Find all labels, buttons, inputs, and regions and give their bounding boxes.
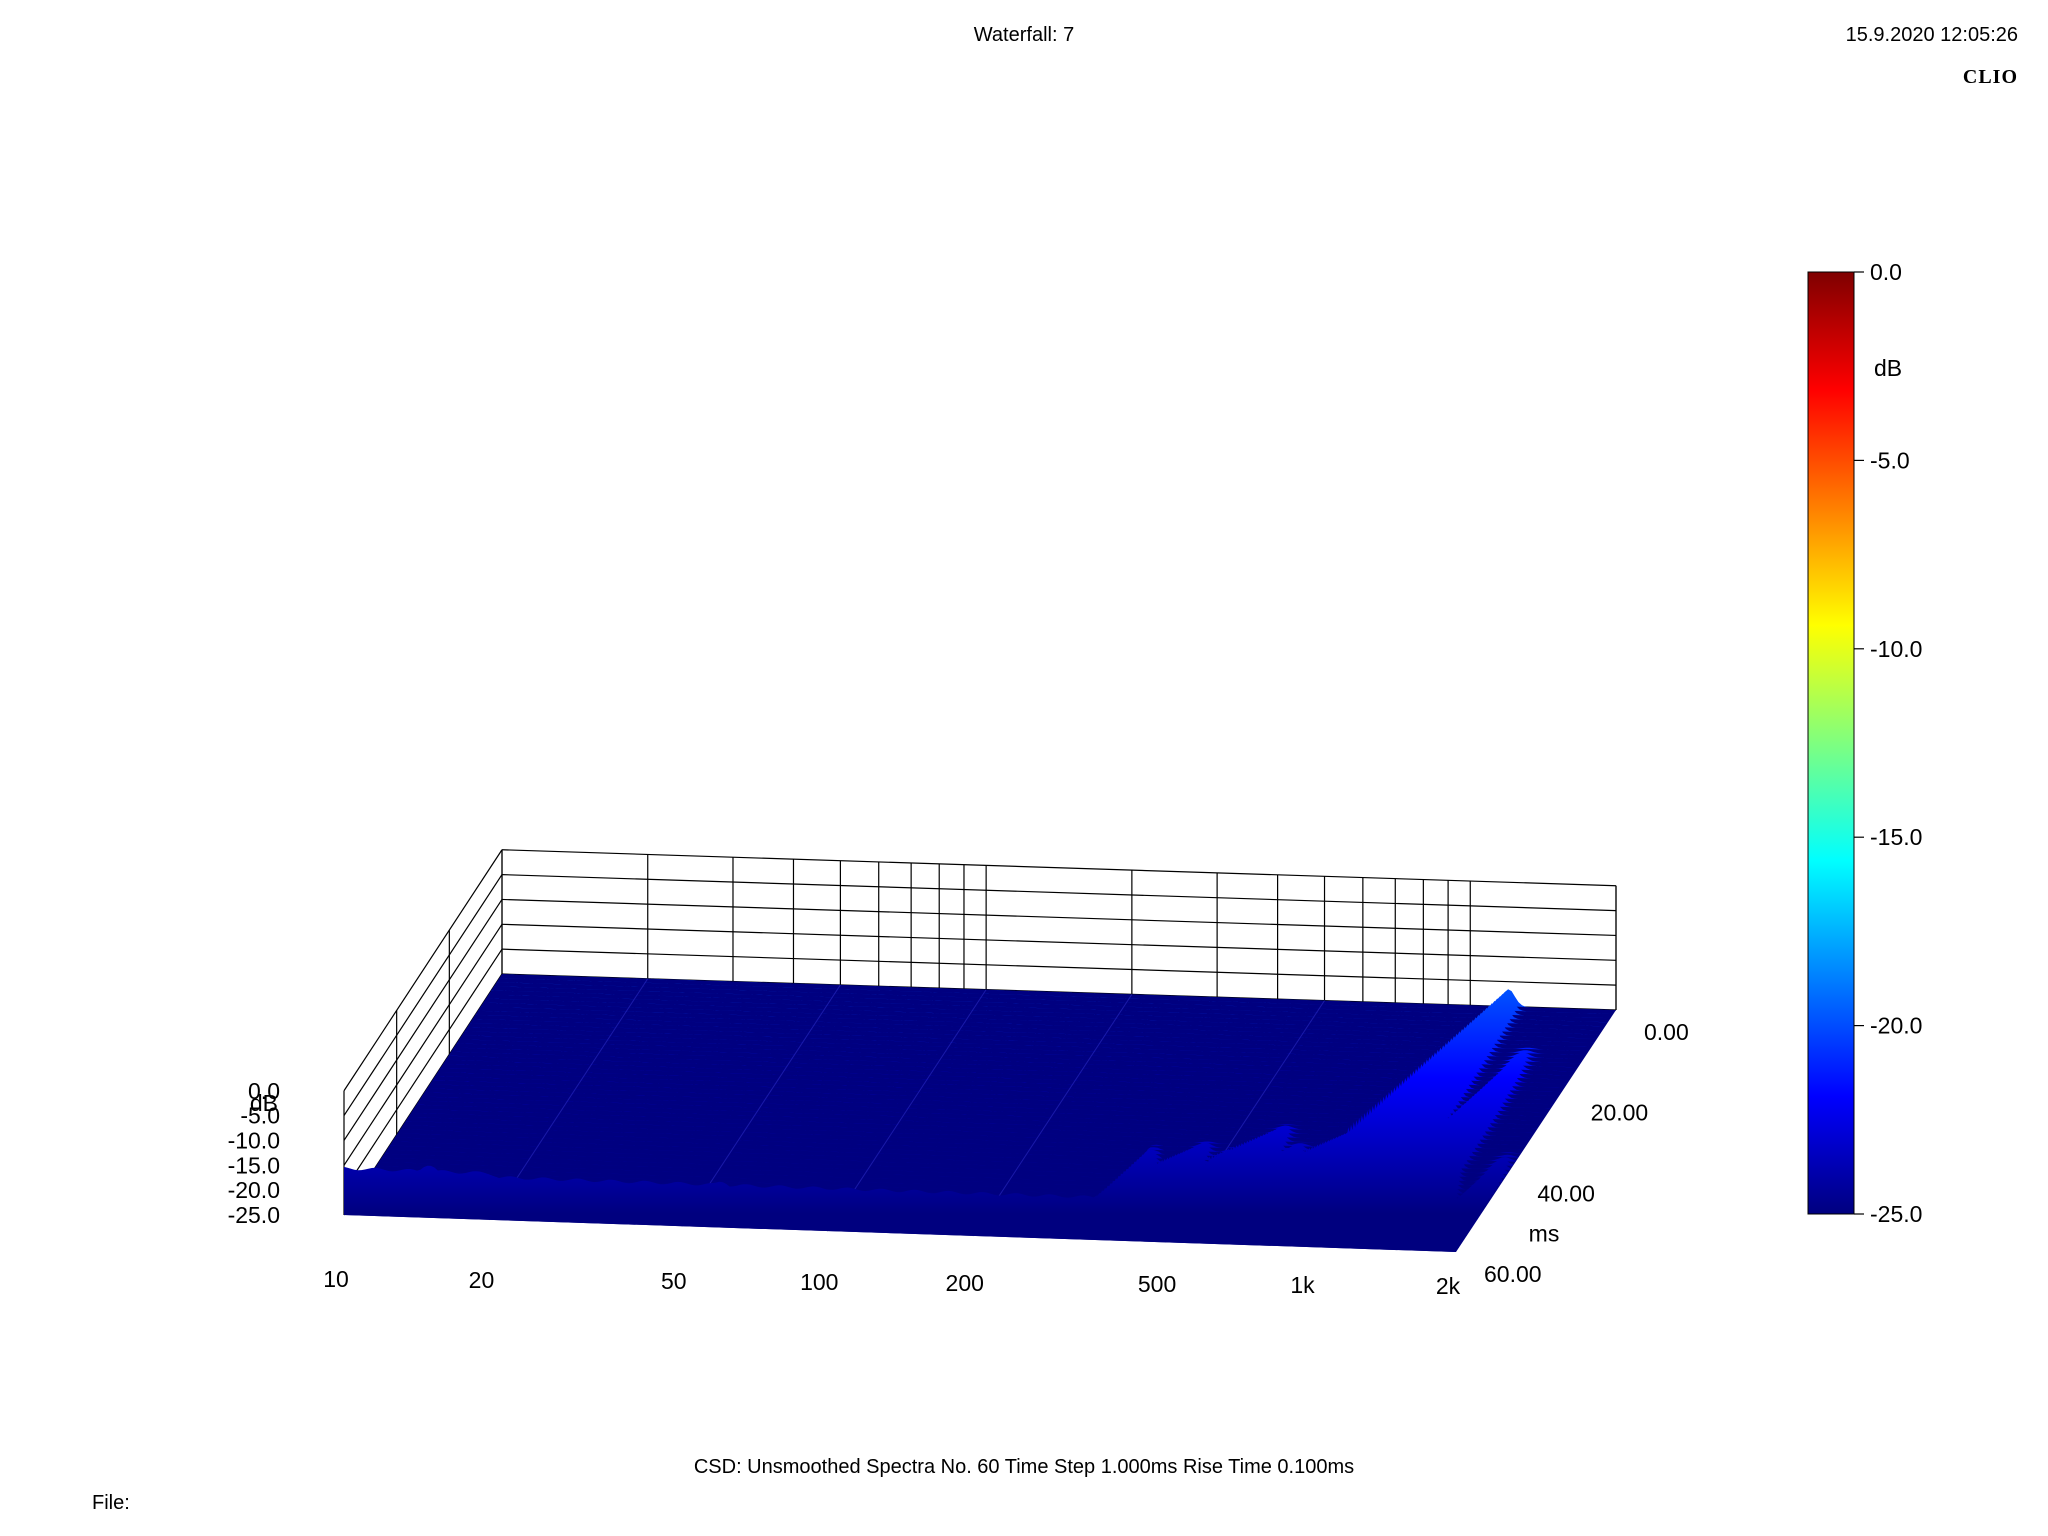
x-tick-label: 2k — [1436, 1273, 1461, 1299]
z-tick-label: -25.0 — [228, 1202, 280, 1228]
measurement-settings: CSD: Unsmoothed Spectra No. 60 Time Step… — [693, 1456, 1355, 1478]
back-wall-db-line — [501, 898, 1617, 937]
colorbar-tick-label: -15.0 — [1870, 824, 1922, 850]
colorbar: 0.0 -5.0 -10.0 -15.0 -20.0 -25.0 dB — [1807, 259, 1922, 1227]
colorbar-tick-label: -5.0 — [1870, 447, 1910, 473]
colorbar-unit: dB — [1874, 355, 1902, 381]
spectrum-slice — [485, 998, 1600, 1035]
back-wall-db-line — [501, 874, 1617, 912]
back-wall-db-line — [501, 948, 1617, 986]
time-tick-label: 40.00 — [1537, 1180, 1595, 1206]
time-tick-label: 0.00 — [1644, 1019, 1689, 1045]
x-tick-label: 10 — [323, 1266, 349, 1292]
spectrum-slice — [480, 1006, 1595, 1043]
spectrum-slice — [488, 994, 1603, 1031]
colorbar-tick-label: -25.0 — [1870, 1201, 1922, 1227]
colorbar-gradient — [1807, 271, 1855, 1215]
waterfall-spectra — [344, 974, 1616, 1252]
side-wall-db-line — [343, 923, 503, 1166]
x-tick-label: 50 — [661, 1268, 687, 1294]
colorbar-tick-label: 0.0 — [1870, 259, 1902, 285]
z-tick-label: -5.0 — [240, 1103, 280, 1129]
x-tick-label: 1k — [1290, 1272, 1315, 1298]
axes: 0.0-5.0-10.0-15.0-20.0-25.0 dB 10 20 50 100 20… — [228, 1019, 1689, 1299]
side-wall-db-line — [343, 899, 503, 1141]
side-wall-db-line — [343, 849, 503, 1092]
z-tick-label: -15.0 — [228, 1152, 280, 1178]
x-tick-label: 100 — [800, 1269, 838, 1295]
spectrum-slice — [502, 974, 1616, 1010]
file-label: File: — [92, 1492, 130, 1514]
z-axis-unit: dB — [250, 1090, 278, 1116]
time-tick-label: 60.00 — [1484, 1261, 1542, 1287]
colorbar-tick-label: -20.0 — [1870, 1013, 1922, 1039]
x-tick-label: 500 — [1138, 1271, 1176, 1297]
z-tick-label: -20.0 — [228, 1177, 280, 1203]
brand-logo: CLIO — [1962, 66, 2018, 88]
spectrum-slice — [496, 982, 1611, 1019]
z-tick-label: -10.0 — [228, 1127, 280, 1153]
back-wall-db-line — [501, 849, 1617, 887]
time-tick-label: 20.00 — [1591, 1100, 1649, 1126]
grid-lines — [343, 849, 1617, 1216]
chart-title: Waterfall: 7 — [973, 24, 1075, 46]
spectrum-slice — [499, 978, 1614, 1015]
z-tick-label: 0.0 — [248, 1078, 280, 1104]
spectrum-slice — [483, 1002, 1598, 1039]
x-tick-label: 200 — [946, 1270, 984, 1296]
back-wall-db-line — [501, 923, 1617, 961]
side-wall-db-line — [343, 948, 503, 1191]
spectrum-slice — [344, 1127, 1456, 1252]
timestamp: 15.9.2020 12:05:26 — [1845, 24, 2018, 46]
time-axis-unit: ms — [1529, 1221, 1560, 1247]
colorbar-tick-label: -10.0 — [1870, 636, 1922, 662]
x-tick-label: 20 — [469, 1267, 495, 1293]
side-wall-db-line — [343, 874, 503, 1116]
